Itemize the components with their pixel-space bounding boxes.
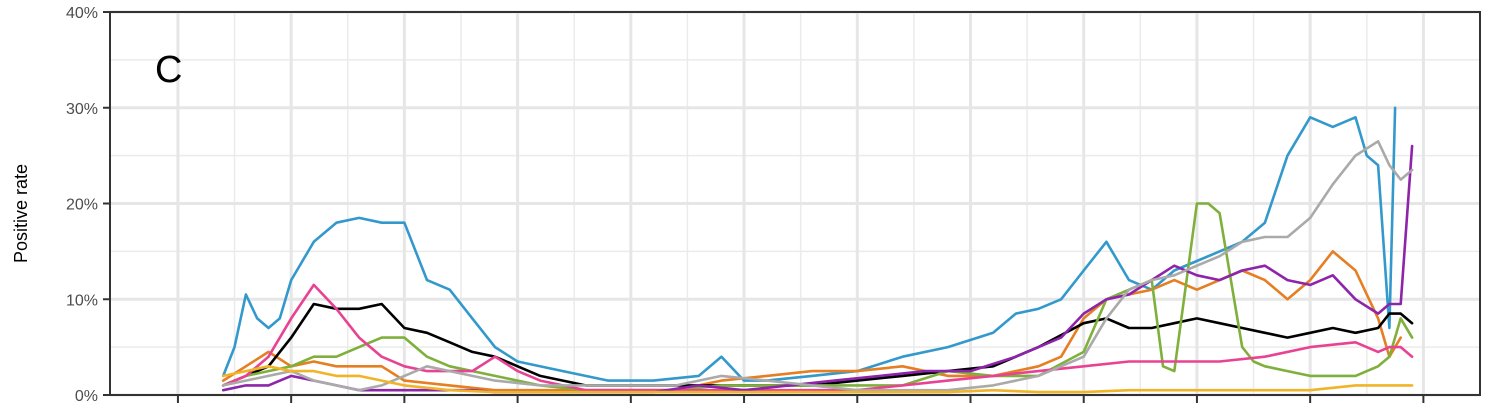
series-line-4	[221, 202, 1414, 392]
series-line-3	[221, 302, 1414, 387]
y-tick-label: 40%	[66, 5, 98, 22]
series-line-5	[221, 283, 1414, 392]
y-axis: 0% 10% 20% 30% 40%	[66, 5, 110, 405]
x-axis	[176, 395, 1425, 403]
grid	[110, 10, 1480, 397]
y-tick-label: 30%	[66, 101, 98, 118]
y-tick-label: 10%	[66, 292, 98, 309]
panel-label: C	[155, 49, 182, 91]
y-tick-label: 20%	[66, 197, 98, 214]
series-line-6	[221, 144, 1414, 394]
series-line-2	[221, 250, 1402, 392]
series-line-1	[221, 106, 1397, 382]
y-axis-title: Positive rate	[11, 164, 31, 263]
y-tick-label: 0%	[75, 388, 98, 405]
series-lines	[221, 106, 1414, 394]
series-line-7	[221, 140, 1414, 392]
series-line-8	[221, 364, 1414, 394]
